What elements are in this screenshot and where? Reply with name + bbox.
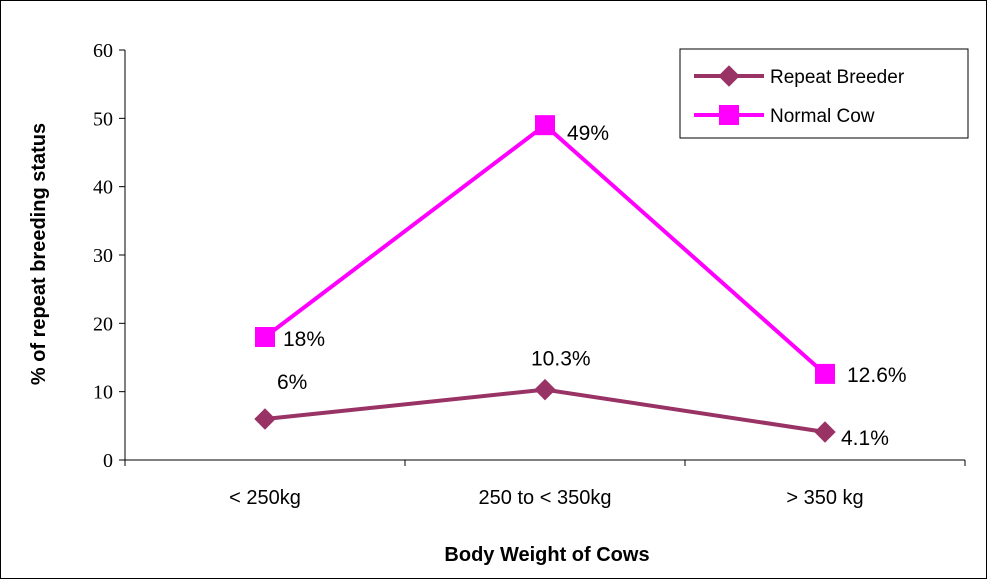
data-label: 49% (567, 122, 609, 145)
legend-marker (718, 65, 740, 87)
data-point (254, 408, 276, 430)
series-repeat-breeder: 6% 10.3% 4.1% (254, 348, 889, 450)
series-line (263, 122, 827, 376)
series-normal-cow: 18% 49% 12.6% (255, 115, 907, 387)
y-tick-label: 60 (93, 40, 113, 62)
x-tick-label: 250 to < 350kg (479, 487, 612, 509)
y-tick-label: 20 (93, 313, 113, 335)
x-tick-label: > 350 kg (786, 487, 863, 509)
data-point (814, 421, 836, 443)
y-tick-label: 10 (93, 382, 113, 404)
y-tick-label: 40 (93, 177, 113, 199)
y-axis-title: % of repeat breeding status (28, 123, 50, 385)
data-point (255, 327, 275, 347)
series-layer: 6% 10.3% 4.1% 18% 49% 12.6% (254, 115, 907, 450)
x-tick-label: < 250kg (229, 487, 301, 509)
data-label: 4.1% (841, 427, 889, 450)
data-label: 12.6% (847, 364, 907, 387)
data-point (534, 378, 556, 401)
data-point (535, 115, 555, 136)
legend-marker (719, 105, 739, 125)
data-label: 10.3% (531, 348, 591, 371)
data-point (815, 363, 835, 384)
y-tick-label: 30 (93, 245, 113, 267)
x-axis: < 250kg 250 to < 350kg > 350 kg (124, 459, 966, 509)
legend-label: Repeat Breeder (770, 67, 905, 88)
y-tick-label: 0 (103, 450, 113, 472)
x-axis-title: Body Weight of Cows (444, 544, 649, 566)
data-label: 6% (277, 371, 307, 394)
data-label: 18% (283, 328, 325, 351)
legend: Repeat Breeder Normal Cow (679, 48, 969, 139)
y-axis: 0 10 20 30 40 50 60 (93, 40, 126, 472)
legend-label: Normal Cow (770, 106, 875, 127)
y-tick-label: 50 (93, 108, 113, 130)
